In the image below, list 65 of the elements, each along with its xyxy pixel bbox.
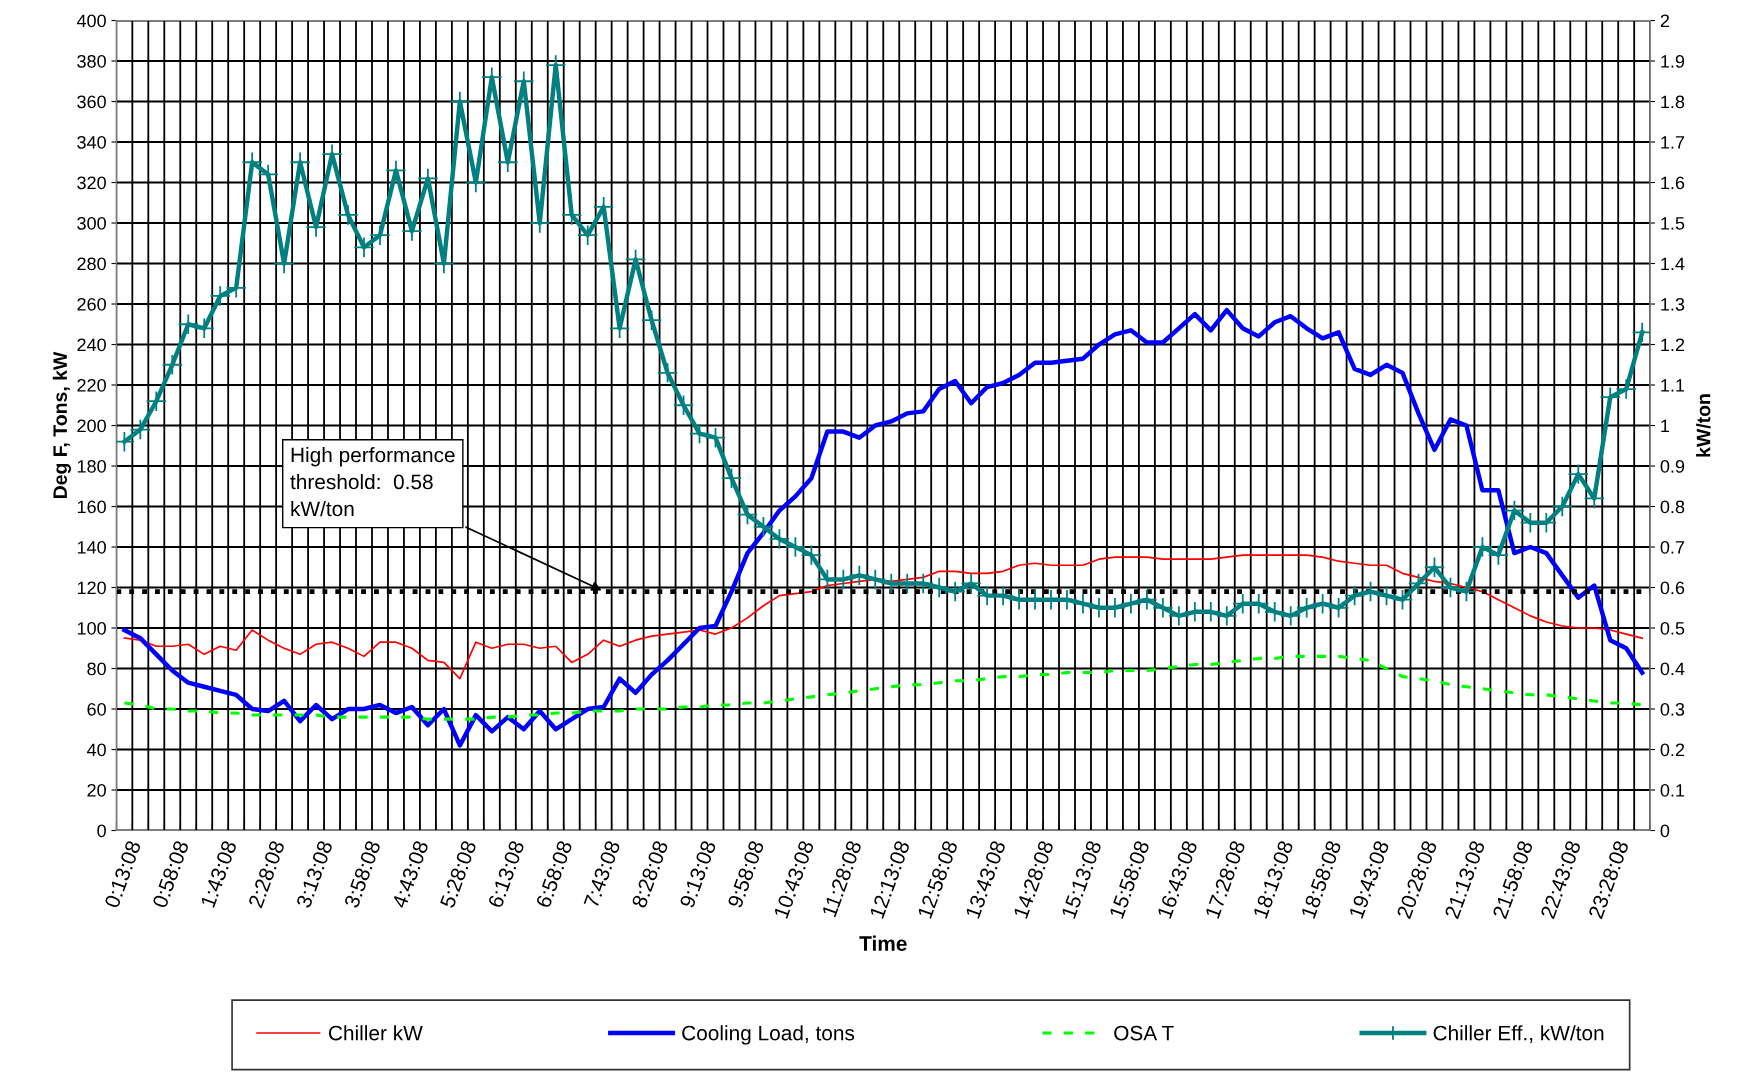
line-series	[122, 654, 1644, 721]
x-tick-label: 1:43:08	[200, 839, 238, 908]
y2-tick-label: 1.6	[1661, 176, 1685, 190]
y-tick-label: 160	[77, 500, 106, 514]
y2-tick-label: 0.5	[1660, 621, 1685, 635]
y2-tick-label: 1.8	[1661, 95, 1685, 109]
line-series	[122, 307, 1645, 748]
y-tick-label: 340	[77, 135, 106, 149]
x-tick-label: 6:13:08	[487, 839, 525, 909]
y-tick-label: 320	[77, 176, 106, 190]
y-tick-label: 380	[77, 54, 106, 68]
y-tick-label: 300	[77, 216, 106, 230]
y2-tick-label: 2	[1660, 14, 1670, 28]
x-tick-label: 3:13:08	[295, 839, 333, 909]
y2-tick-label: 0.7	[1660, 540, 1685, 554]
y-tick-label: 220	[77, 378, 106, 392]
y-axis-title: Deg F, Tons, kW	[52, 351, 71, 499]
y-tick-label: 60	[87, 702, 106, 716]
y2-tick-label: 0.3	[1660, 702, 1685, 716]
y-tick-label: 200	[77, 419, 106, 433]
x-tick-label: 4:43:08	[391, 839, 429, 909]
y-tick-label: 80	[87, 662, 106, 676]
legend-label: OSA T	[1114, 1025, 1174, 1041]
y2-tick-label: 0.4	[1660, 662, 1685, 676]
legend-label: Chiller Eff., kW/ton	[1433, 1025, 1604, 1043]
legend-label: Cooling Load, tons	[682, 1025, 855, 1045]
y-tick-label: 100	[77, 621, 106, 635]
y2-axis-title: kW/ton	[1696, 394, 1711, 457]
y-tick-label: 0	[97, 824, 106, 838]
y2-tick-label: 1.3	[1661, 297, 1685, 311]
x-tick-label: 9:13:08	[679, 839, 717, 909]
y-tick-label: 280	[77, 257, 106, 271]
y2-tick-label: 1	[1661, 419, 1670, 433]
x-tick-label: 9:58:08	[727, 839, 765, 909]
y-tick-label: 20	[87, 783, 106, 797]
y2-tick-label: 0.8	[1660, 500, 1685, 514]
y2-tick-label: 1.2	[1661, 338, 1685, 352]
x-tick-label: 0:58:08	[152, 839, 190, 909]
y-tick-label: 140	[77, 540, 106, 554]
y2-tick-label: 1.5	[1661, 217, 1685, 230]
y-tick-label: 180	[77, 459, 106, 473]
y-tick-label: 40	[86, 743, 106, 757]
y2-tick-label: 0	[1660, 824, 1670, 838]
annotation: High performance threshold: 0.58 kW/ton	[290, 447, 455, 517]
y-tick-label: 120	[77, 581, 106, 595]
y-tick-label: 260	[77, 297, 106, 311]
y-tick-label: 400	[76, 14, 106, 28]
y-tick-label: 360	[77, 95, 106, 109]
x-tick-label: 0:13:08	[104, 839, 142, 909]
x-tick-label: 3:58:08	[343, 839, 381, 909]
y2-tick-label: 1.7	[1661, 136, 1685, 149]
x-axis-title: Time	[859, 935, 907, 951]
y2-tick-label: 0.9	[1660, 459, 1685, 473]
x-tick-label: 8:28:08	[631, 839, 669, 909]
y-tick-label: 240	[77, 338, 106, 352]
line-series	[123, 554, 1644, 680]
y2-tick-label: 1.9	[1661, 54, 1685, 68]
legend-label: Chiller kW	[328, 1025, 423, 1041]
y2-tick-label: 1.4	[1661, 257, 1685, 271]
y2-tick-label: 0.1	[1660, 783, 1685, 797]
x-tick-label: 6:58:08	[535, 839, 573, 909]
y2-tick-label: 0.6	[1660, 581, 1685, 595]
x-tick-label: 2:28:08	[248, 839, 285, 909]
y2-tick-label: 1.1	[1661, 379, 1685, 392]
y2-tick-label: 0.2	[1660, 743, 1685, 757]
